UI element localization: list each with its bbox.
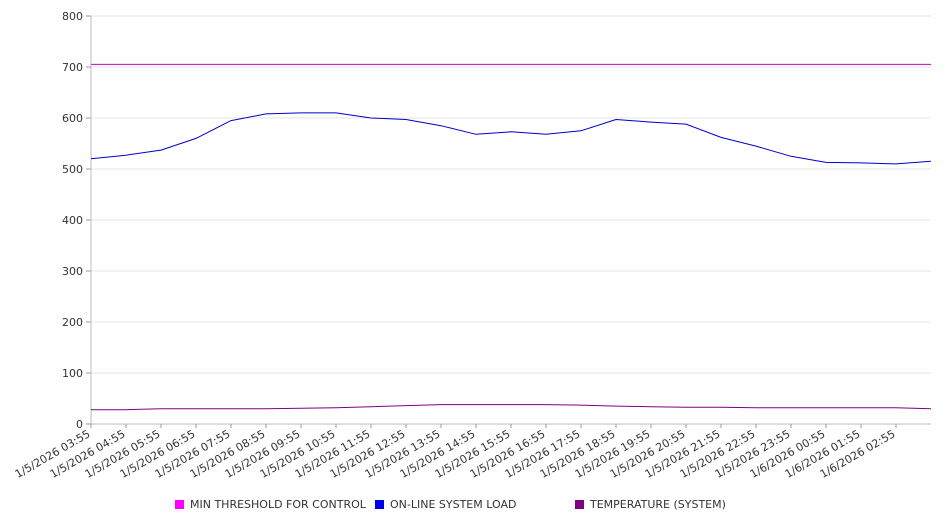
y-tick-label: 100 [62,367,83,380]
gridlines [91,15,931,374]
series-line-1 [90,112,932,165]
y-tick-label: 400 [62,214,83,227]
legend-swatch-online-load [375,500,384,509]
legend-label-online-load: ON-LINE SYSTEM LOAD [390,498,517,511]
y-tick-label: 200 [62,316,83,329]
legend-swatch-temperature [575,500,584,509]
y-tick-label: 700 [62,61,83,74]
legend-item-temperature[interactable]: TEMPERATURE (SYSTEM) [575,498,726,511]
y-tick-label: 600 [62,112,83,125]
series-lines [90,63,932,411]
legend-swatch-min-threshold [175,500,184,509]
legend-label-min-threshold: MIN THRESHOLD FOR CONTROL [190,498,366,511]
y-tick-label: 300 [62,265,83,278]
y-tick-labels: 0 100 200 300 400 500 600 700 800 [62,10,83,431]
y-tick-label: 500 [62,163,83,176]
series-line-2 [91,404,932,411]
y-tick-label: 0 [76,418,83,431]
legend: MIN THRESHOLD FOR CONTROL ON-LINE SYSTEM… [0,498,946,518]
axes [86,15,931,428]
legend-item-min-threshold[interactable]: MIN THRESHOLD FOR CONTROL [175,498,366,511]
legend-label-temperature: TEMPERATURE (SYSTEM) [590,498,726,511]
legend-item-online-load[interactable]: ON-LINE SYSTEM LOAD [375,498,516,511]
y-tick-label: 800 [62,10,83,23]
x-tick-labels: 1/5/2026 03:551/5/2026 04:551/5/2026 05:… [13,427,898,481]
